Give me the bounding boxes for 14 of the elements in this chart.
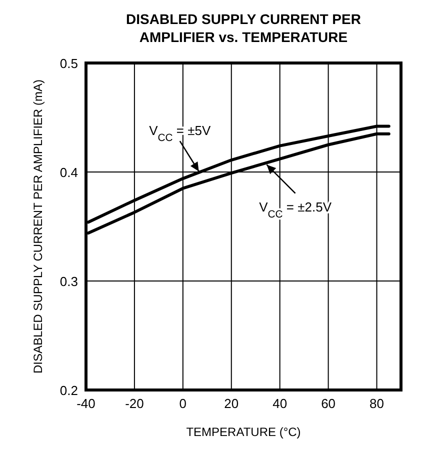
y-tick-label: 0.3 [60,274,78,289]
x-tick-label: 20 [224,396,239,411]
chart-title: DISABLED SUPPLY CURRENT PER AMPLIFIER vs. TEMPERATURE [126,11,361,45]
y-tick-label: 0.5 [60,56,78,71]
y-axis-title: DISABLED SUPPLY CURRENT PER AMPLIFIER (mA) [31,79,45,374]
x-tick-label: 40 [272,396,288,411]
x-tick-label: -20 [125,396,144,411]
y-tick-label: 0.4 [60,165,78,180]
y-tick-label: 0.2 [60,383,78,398]
x-tick-label: 0 [179,396,187,411]
x-tick-label: 60 [321,396,336,411]
x-tick-label: -40 [76,396,96,411]
x-axis-title: TEMPERATURE (°C) [186,425,301,439]
x-tick-label: 80 [370,396,384,411]
